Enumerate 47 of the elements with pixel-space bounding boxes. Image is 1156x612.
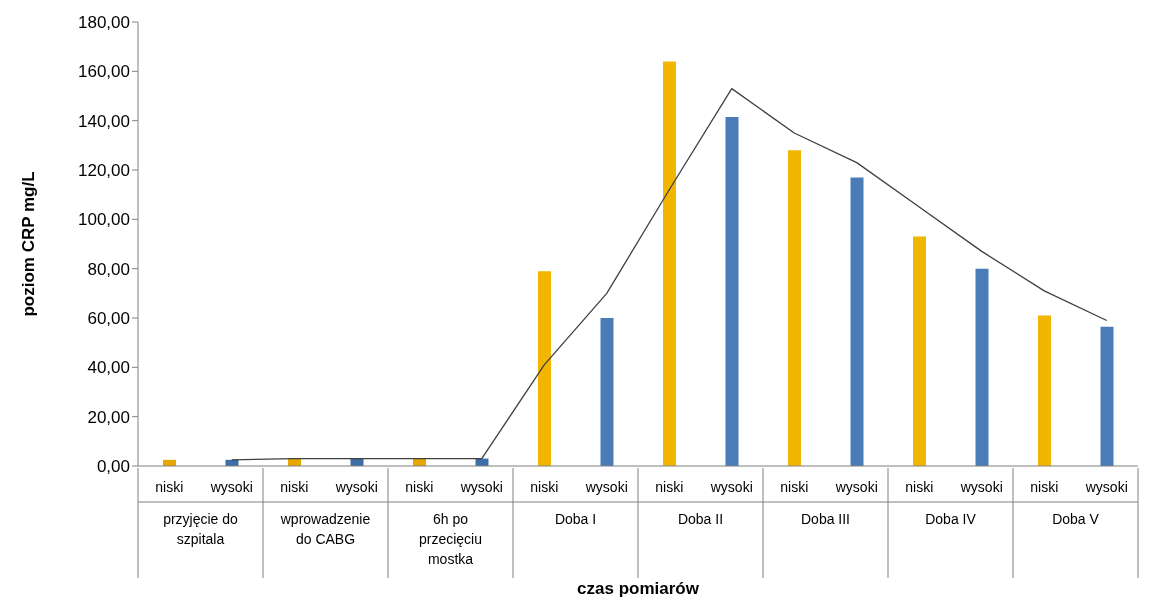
y-tick-label: 80,00: [87, 259, 130, 279]
text: przyjęcie do szpitala: [163, 511, 239, 547]
text: Doba III: [800, 511, 851, 527]
bar: [538, 271, 551, 466]
x-tick-label: niski: [905, 479, 934, 495]
x-tick-label: niski: [1030, 479, 1059, 495]
bar: [788, 150, 801, 466]
bar: [913, 236, 926, 466]
x-tick-label: niski: [530, 479, 559, 495]
bar: [725, 116, 739, 466]
y-tick-label: 120,00: [78, 161, 130, 181]
x-tick-label: niski: [280, 479, 309, 495]
x-tick-label: niski: [155, 479, 184, 495]
bar: [975, 268, 989, 466]
y-tick-label: 0,00: [96, 457, 130, 477]
x-tick-label: wysoki: [584, 479, 628, 495]
x-tick-label: wysoki: [834, 479, 878, 495]
y-tick-label: 60,00: [87, 309, 130, 329]
y-tick-label: 100,00: [78, 210, 130, 230]
x-tick-label: wysoki: [959, 479, 1003, 495]
line-series: [231, 87, 1108, 461]
y-tick-label: 20,00: [87, 407, 130, 427]
x-axis-title: czas pomiarów: [577, 579, 700, 598]
text: Doba IV: [925, 511, 977, 527]
text: Doba II: [677, 511, 724, 527]
x-tick-label: wysoki: [1084, 479, 1128, 495]
bar: [663, 61, 676, 466]
y-axis-title: poziom CRP mg/L: [19, 171, 39, 317]
x-tick-label: niski: [655, 479, 684, 495]
x-tick-label: niski: [405, 479, 434, 495]
y-tick-label: 140,00: [78, 111, 130, 131]
bar: [1038, 315, 1051, 466]
x-tick-label: wysoki: [709, 479, 753, 495]
text: 6h po przecięciu mostka: [418, 511, 483, 567]
bar: [600, 318, 614, 466]
text: wprowadzenie do CABG: [279, 511, 371, 547]
x-tick-label: wysoki: [459, 479, 503, 495]
bar: [1100, 326, 1114, 466]
bar: [850, 177, 864, 466]
text: Doba V: [1052, 511, 1100, 527]
x-tick-label: wysoki: [209, 479, 253, 495]
x-tick-label: wysoki: [334, 479, 378, 495]
y-tick-label: 40,00: [87, 358, 130, 378]
y-tick-label: 160,00: [78, 62, 130, 82]
text: Doba I: [554, 511, 597, 527]
y-tick-label: 180,00: [78, 13, 130, 33]
x-tick-label: niski: [780, 479, 809, 495]
